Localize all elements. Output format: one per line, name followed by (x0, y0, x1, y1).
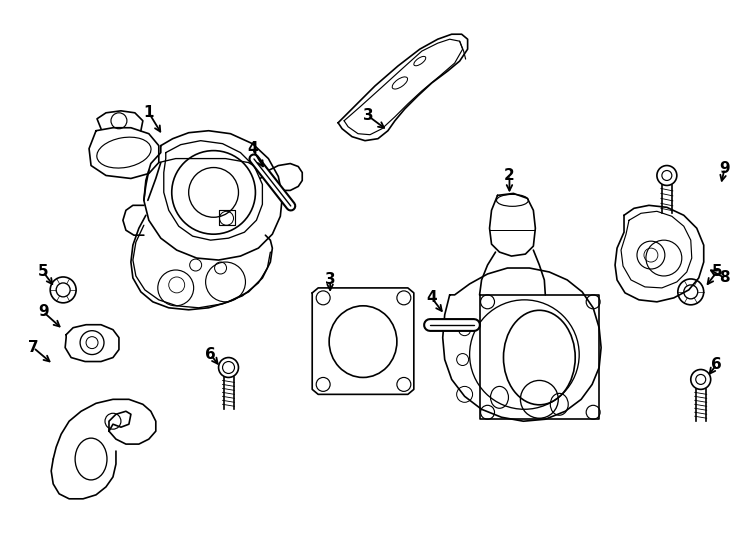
Text: 4: 4 (426, 291, 437, 305)
Text: 1: 1 (144, 105, 154, 120)
Text: 4: 4 (247, 141, 258, 156)
Text: 2: 2 (504, 168, 515, 183)
Text: 8: 8 (719, 271, 730, 286)
Text: 3: 3 (325, 273, 335, 287)
Text: 9: 9 (38, 304, 48, 319)
Text: 7: 7 (28, 340, 39, 355)
Text: 9: 9 (719, 161, 730, 176)
Text: 5: 5 (38, 265, 48, 280)
Text: 3: 3 (363, 109, 374, 123)
Text: 6: 6 (711, 357, 722, 372)
Text: 6: 6 (206, 347, 216, 362)
Text: 5: 5 (711, 265, 722, 280)
